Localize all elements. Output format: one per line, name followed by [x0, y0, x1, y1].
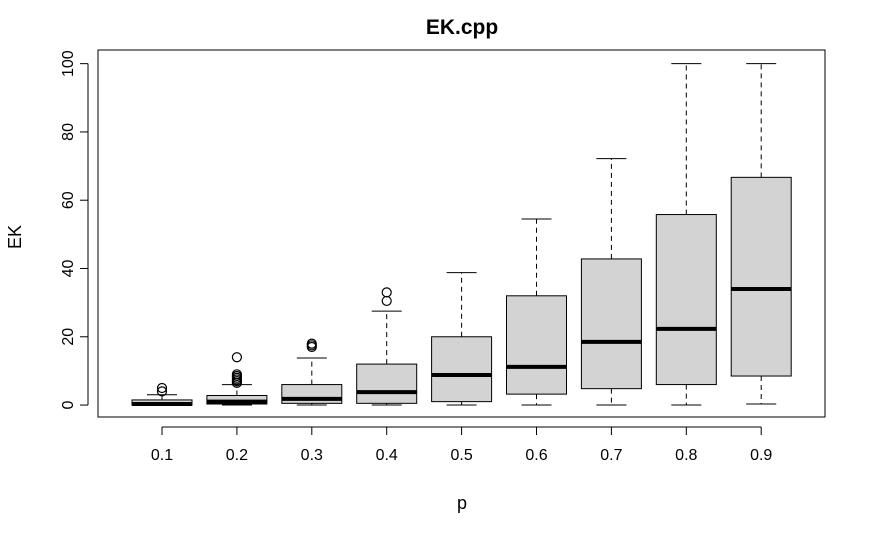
box-0.4: [356, 363, 418, 404]
outlier-point: [231, 352, 242, 363]
plot-area: 0 20 40 60 80 100 0.1 0.2 0.3 0.4 0.5 0.6 0.7 0.8 0.9: [60, 49, 826, 464]
outlier-point: [231, 369, 242, 380]
box-0.7: [580, 258, 642, 390]
box-0.6: [506, 295, 567, 395]
y-tick-label: 80: [60, 123, 77, 141]
box-0.5: [431, 336, 493, 403]
chart-title: EK.cpp: [426, 16, 498, 39]
x-tick-label: 0.9: [750, 447, 772, 464]
x-tick-label: 0.1: [151, 447, 173, 464]
x-tick-label: 0.8: [675, 447, 697, 464]
x-tick-label: 0.4: [376, 447, 398, 464]
x-tick-label: 0.7: [600, 447, 622, 464]
box-0.8: [655, 214, 717, 386]
y-axis-label: EK: [5, 225, 25, 249]
box-0.9: [730, 176, 792, 377]
y-tick-label: 100: [60, 50, 77, 77]
outlier-point: [381, 287, 392, 298]
plot-frame: [97, 49, 826, 418]
y-tick-label: 60: [60, 191, 77, 209]
x-tick-label: 0.3: [301, 447, 323, 464]
outlier-point: [306, 338, 317, 349]
x-tick-label: 0.6: [525, 447, 547, 464]
x-tick-label: 0.5: [450, 447, 472, 464]
x-axis-label: p: [457, 493, 467, 513]
outlier-point: [156, 382, 168, 394]
y-tick-label: 0: [60, 401, 77, 410]
outlier-point: [381, 295, 392, 307]
y-tick-label: 20: [60, 328, 77, 346]
x-tick-label: 0.2: [226, 447, 248, 464]
outlier-point: [156, 386, 168, 397]
y-tick-label: 40: [60, 259, 77, 277]
